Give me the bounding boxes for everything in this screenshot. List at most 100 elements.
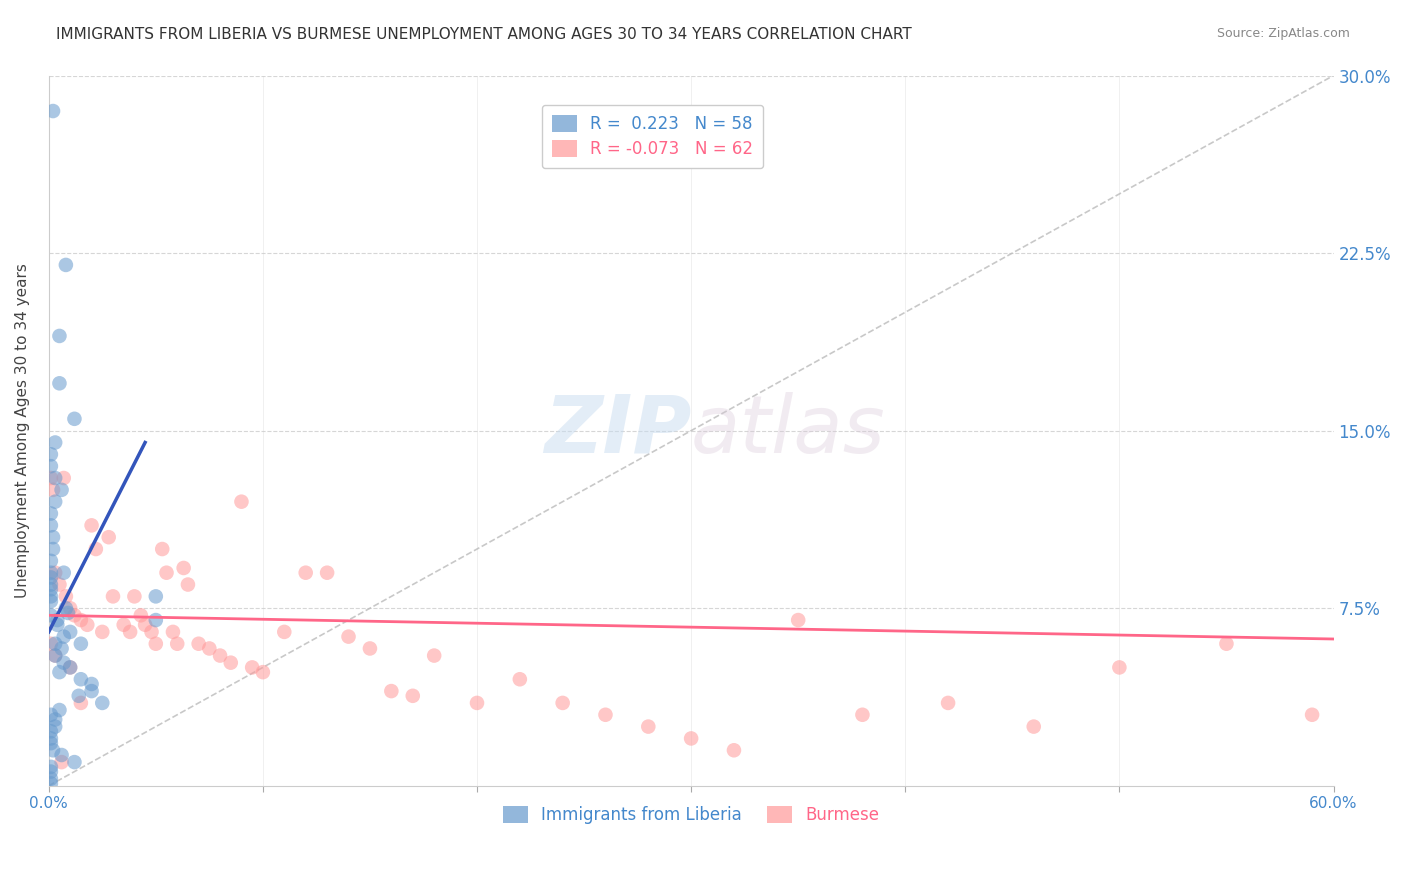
Point [39, 447, 62, 461]
Point [124, 590, 146, 604]
Point [316, 566, 339, 580]
Point [595, 707, 617, 722]
Point [44, 713, 66, 727]
Point [70, 613, 93, 627]
Point [337, 630, 360, 644]
Point [39, 772, 62, 786]
Point [59, 660, 82, 674]
Point [44, 720, 66, 734]
Point [46, 613, 69, 627]
Point [145, 637, 167, 651]
Point [129, 608, 152, 623]
Point [48, 376, 70, 391]
Point [173, 561, 195, 575]
Point [44, 648, 66, 663]
Point [52, 630, 75, 644]
Point [67, 689, 90, 703]
Point [39, 707, 62, 722]
Point [39, 736, 62, 750]
Point [39, 471, 62, 485]
Point [59, 624, 82, 639]
Point [1108, 660, 1130, 674]
Point [42, 483, 65, 497]
Point [39, 554, 62, 568]
Point [51, 747, 73, 762]
Point [52, 471, 75, 485]
Point [42, 743, 65, 757]
Point [48, 665, 70, 680]
Point [39, 507, 62, 521]
Point [44, 435, 66, 450]
Point [44, 566, 66, 580]
Point [155, 566, 177, 580]
Point [48, 577, 70, 591]
Point [56, 606, 79, 620]
Point [723, 743, 745, 757]
Point [39, 594, 62, 608]
Point [51, 641, 73, 656]
Point [44, 637, 66, 651]
Point [851, 707, 873, 722]
Point [39, 577, 62, 591]
Point [80, 684, 103, 698]
Point [80, 518, 103, 533]
Point [63, 608, 86, 623]
Point [70, 696, 93, 710]
Point [198, 641, 221, 656]
Point [42, 103, 65, 118]
Point [55, 590, 77, 604]
Point [252, 665, 274, 680]
Point [51, 483, 73, 497]
Point [39, 570, 62, 584]
Point [273, 624, 295, 639]
Point [70, 637, 93, 651]
Point [39, 760, 62, 774]
Point [59, 601, 82, 615]
Point [141, 624, 163, 639]
Point [101, 590, 124, 604]
Point [91, 624, 114, 639]
Point [48, 703, 70, 717]
Point [231, 494, 253, 508]
Point [637, 720, 659, 734]
Point [39, 637, 62, 651]
Point [380, 684, 402, 698]
Point [52, 566, 75, 580]
Point [46, 617, 69, 632]
Point [1022, 720, 1045, 734]
Point [39, 518, 62, 533]
Point [55, 258, 77, 272]
Point [76, 617, 98, 632]
Point [44, 471, 66, 485]
Point [97, 530, 120, 544]
Legend: Immigrants from Liberia, Burmese: Immigrants from Liberia, Burmese [494, 796, 890, 834]
Point [80, 677, 103, 691]
Point [509, 672, 531, 686]
Point [120, 624, 142, 639]
Point [59, 660, 82, 674]
Point [177, 577, 200, 591]
Text: Source: ZipAtlas.com: Source: ZipAtlas.com [1216, 27, 1350, 40]
Point [39, 566, 62, 580]
Text: atlas: atlas [692, 392, 886, 470]
Point [91, 696, 114, 710]
Point [39, 731, 62, 746]
Point [465, 696, 488, 710]
Text: ZIP: ZIP [544, 392, 692, 470]
Point [681, 731, 703, 746]
Point [70, 672, 93, 686]
Point [145, 613, 167, 627]
Point [787, 613, 810, 627]
Point [51, 755, 73, 769]
Point [936, 696, 959, 710]
Point [44, 494, 66, 508]
Point [423, 648, 446, 663]
Point [1215, 637, 1237, 651]
Point [39, 608, 62, 623]
Point [209, 648, 232, 663]
Point [359, 641, 381, 656]
Point [162, 624, 184, 639]
Point [39, 459, 62, 474]
Point [63, 412, 86, 426]
Point [39, 776, 62, 790]
